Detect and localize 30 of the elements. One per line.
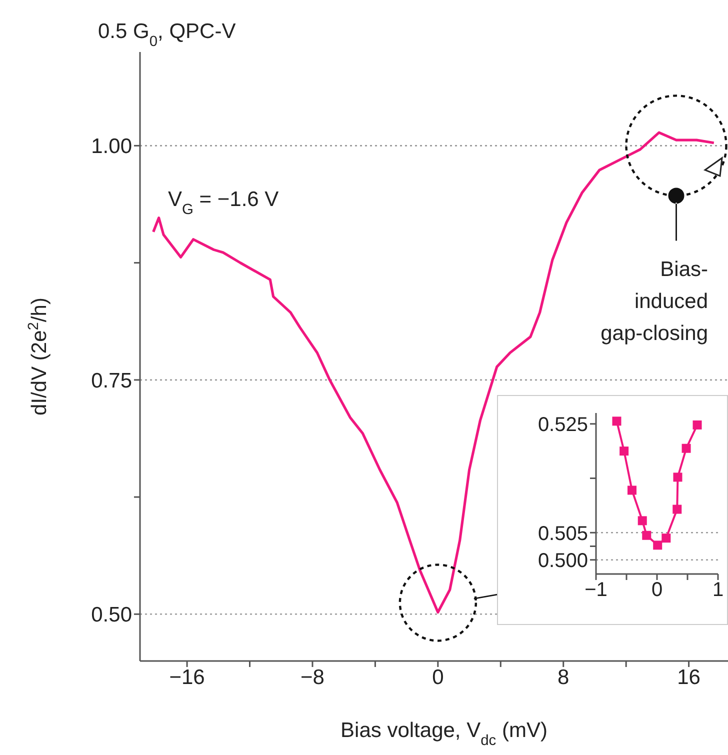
point [627, 486, 636, 495]
point [638, 516, 647, 526]
point [673, 472, 682, 482]
x-tick-label: 0 [432, 666, 444, 689]
chart-title: 0.5 G$_{0}$, QPC-V [98, 20, 236, 50]
y-tick-label: 0.75 [91, 369, 132, 392]
x-tick-label: −1 [584, 579, 608, 602]
point [620, 446, 629, 456]
point [653, 540, 662, 550]
x-tick-label: 8 [558, 666, 570, 689]
x-tick-label: −16 [169, 666, 205, 689]
annotation: V$_{G}$ = −1.6 V [168, 188, 279, 218]
x-tick-label: −8 [300, 666, 324, 689]
point [682, 444, 691, 453]
point [642, 530, 652, 540]
point [662, 534, 671, 543]
y-tick-label: 1.00 [91, 135, 132, 158]
y-tick-label: 0.505 [538, 522, 588, 545]
x-tick-label: 16 [677, 666, 700, 689]
line-series [152, 131, 716, 614]
point [612, 416, 622, 426]
annotation: Bias-induced gap-closing [600, 258, 708, 345]
x-tick-label: 0 [651, 579, 663, 602]
point [692, 420, 702, 430]
x-tick-label: 1 [712, 579, 724, 602]
y-tick-label: 0.525 [538, 414, 588, 436]
point [672, 504, 682, 514]
y-tick-label: 0.500 [538, 550, 588, 572]
x-axis-title: Bias voltage, V$_{dc}$ (mV) [340, 719, 548, 749]
y-tick-label: 0.50 [91, 604, 132, 627]
